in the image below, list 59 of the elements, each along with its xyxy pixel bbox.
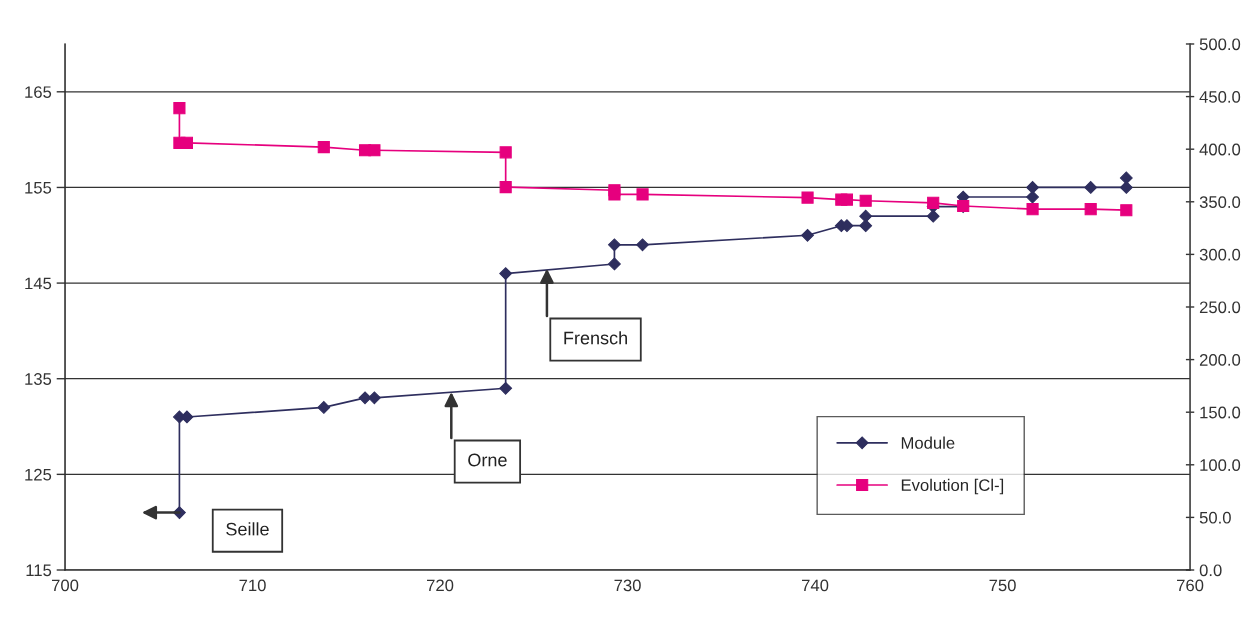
y-tick-label: 165 bbox=[25, 86, 52, 99]
x-tick-label: 730 bbox=[614, 579, 641, 592]
x-tick-label: 740 bbox=[802, 579, 829, 592]
point bbox=[368, 391, 381, 405]
point bbox=[1084, 203, 1097, 216]
point bbox=[499, 381, 513, 395]
point bbox=[859, 209, 873, 223]
x-tick-label: 720 bbox=[427, 579, 454, 592]
annotation: Frensch bbox=[564, 331, 627, 345]
point bbox=[608, 238, 621, 252]
y-tick-label: 135 bbox=[25, 373, 52, 385]
point bbox=[1119, 171, 1133, 185]
annotation: Seille bbox=[226, 522, 269, 536]
point bbox=[368, 144, 381, 157]
point bbox=[317, 401, 331, 414]
legend-label: Module bbox=[901, 436, 955, 449]
point bbox=[636, 238, 649, 252]
point bbox=[1026, 181, 1039, 194]
point bbox=[859, 219, 873, 233]
y2-tick-label: 250.0 bbox=[1199, 301, 1241, 314]
y2-tick-label: 100.0 bbox=[1200, 459, 1241, 471]
point bbox=[1120, 204, 1133, 217]
point bbox=[927, 196, 940, 209]
point bbox=[1119, 181, 1133, 194]
y2-tick-label: 350.0 bbox=[1199, 196, 1241, 208]
point bbox=[636, 188, 649, 201]
point bbox=[1084, 181, 1098, 194]
y2-tick-label: 450.0 bbox=[1199, 90, 1241, 103]
y-tick-label: 125 bbox=[25, 468, 52, 481]
y2-tick-label: 300.0 bbox=[1199, 248, 1241, 261]
y2-tick-label: 200.0 bbox=[1199, 354, 1241, 366]
x-tick-label: 750 bbox=[989, 579, 1016, 592]
point bbox=[608, 188, 621, 201]
point bbox=[859, 194, 872, 207]
point bbox=[499, 267, 513, 280]
y2-tick-label: 0.0 bbox=[1199, 564, 1222, 577]
point bbox=[180, 136, 193, 149]
y-tick-label: 115 bbox=[26, 564, 52, 577]
point bbox=[608, 257, 621, 271]
x-tick-label: 760 bbox=[1177, 579, 1204, 592]
annotation: Orne bbox=[468, 453, 507, 467]
y2-tick-label: 400.0 bbox=[1199, 143, 1241, 156]
y-tick-label: 145 bbox=[25, 277, 52, 290]
y2-tick-label: 50.0 bbox=[1199, 511, 1231, 524]
x-tick-label: 710 bbox=[239, 579, 266, 592]
point bbox=[173, 102, 186, 115]
point bbox=[840, 193, 854, 206]
point bbox=[317, 141, 330, 154]
y-tick-label: 155 bbox=[25, 182, 52, 194]
legend-label: Evolution [Cl-] bbox=[901, 478, 1004, 495]
point bbox=[499, 180, 512, 194]
y2-tick-label: 150.0 bbox=[1200, 406, 1241, 419]
point bbox=[1026, 190, 1039, 204]
point bbox=[1026, 203, 1039, 216]
x-tick-label: 700 bbox=[51, 579, 79, 592]
point bbox=[801, 191, 814, 204]
point bbox=[499, 146, 512, 159]
point bbox=[801, 228, 814, 242]
y2-tick-label: 500.0 bbox=[1199, 38, 1241, 51]
